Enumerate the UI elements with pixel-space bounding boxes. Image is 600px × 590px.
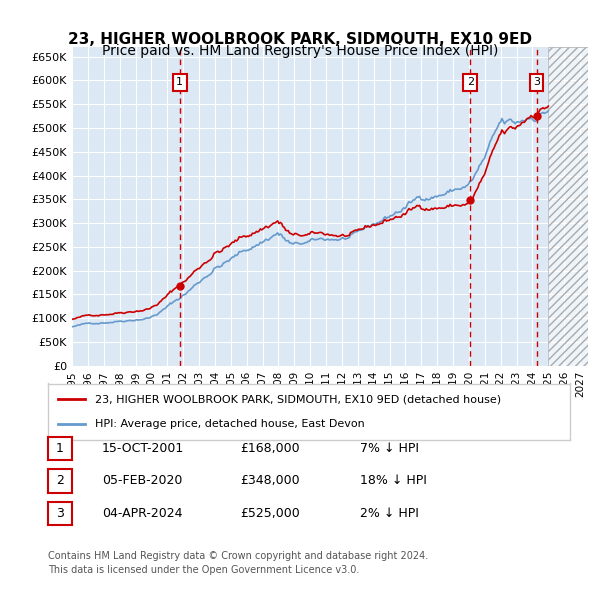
Text: 18% ↓ HPI: 18% ↓ HPI	[360, 474, 427, 487]
Text: 7% ↓ HPI: 7% ↓ HPI	[360, 442, 419, 455]
Text: 04-APR-2024: 04-APR-2024	[102, 507, 182, 520]
Text: 3: 3	[56, 507, 64, 520]
Text: 15-OCT-2001: 15-OCT-2001	[102, 442, 184, 455]
Text: 3: 3	[533, 77, 540, 87]
Text: 2: 2	[467, 77, 474, 87]
Text: 05-FEB-2020: 05-FEB-2020	[102, 474, 182, 487]
Text: 2: 2	[56, 474, 64, 487]
Text: Price paid vs. HM Land Registry's House Price Index (HPI): Price paid vs. HM Land Registry's House …	[102, 44, 498, 58]
Text: 23, HIGHER WOOLBROOK PARK, SIDMOUTH, EX10 9ED (detached house): 23, HIGHER WOOLBROOK PARK, SIDMOUTH, EX1…	[95, 394, 501, 404]
Text: 1: 1	[176, 77, 184, 87]
Text: HPI: Average price, detached house, East Devon: HPI: Average price, detached house, East…	[95, 419, 365, 429]
Text: 23, HIGHER WOOLBROOK PARK, SIDMOUTH, EX10 9ED: 23, HIGHER WOOLBROOK PARK, SIDMOUTH, EX1…	[68, 32, 532, 47]
Text: 1: 1	[56, 442, 64, 455]
Text: £168,000: £168,000	[240, 442, 299, 455]
Text: £525,000: £525,000	[240, 507, 300, 520]
Text: 2% ↓ HPI: 2% ↓ HPI	[360, 507, 419, 520]
Text: £348,000: £348,000	[240, 474, 299, 487]
Text: Contains HM Land Registry data © Crown copyright and database right 2024.
This d: Contains HM Land Registry data © Crown c…	[48, 551, 428, 575]
